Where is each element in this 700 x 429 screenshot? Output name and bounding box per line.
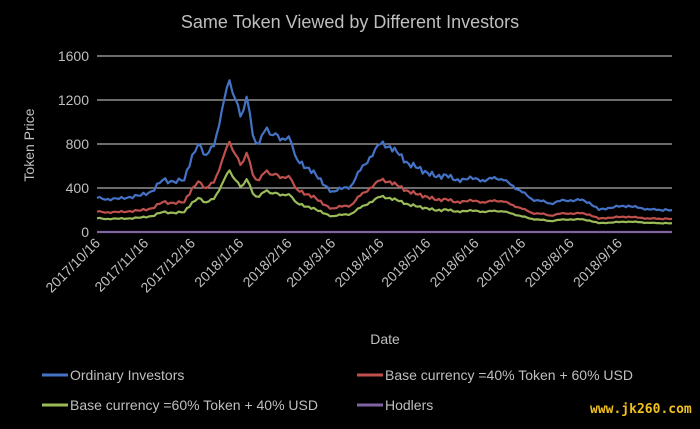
legend-label: Hodlers [385,397,433,413]
x-axis-label: Date [370,331,400,347]
y-tick-label: 800 [66,136,90,152]
y-tick-label: 1200 [58,92,89,108]
series-line-2 [96,169,673,225]
y-axis-label: Token Price [21,108,37,181]
legend-label: Base currency =40% Token + 60% USD [385,367,633,383]
x-tick-label: 2018/5/16 [378,235,434,291]
x-tick-label: 2018/9/16 [570,235,626,291]
x-tick-label: 2018/6/16 [426,235,482,291]
x-tick-label: 2018/8/16 [521,235,577,291]
series-layer [96,79,673,234]
legend-label: Base currency =60% Token + 40% USD [70,397,318,413]
series-line-1 [96,140,673,221]
chart-title: Same Token Viewed by Different Investors [181,12,519,32]
series-line-0 [96,79,673,212]
legend: Ordinary Investors Base currency =40% Tok… [42,367,633,413]
x-tick-label: 2018/4/16 [331,235,387,291]
x-tick-label: 2018/1/16 [191,235,247,291]
y-tick-label: 0 [81,224,89,240]
y-tick-label: 400 [66,180,90,196]
watermark-text: www.jk260.com [590,402,692,417]
legend-label: Ordinary Investors [70,367,184,383]
x-tick-labels: 2017/10/162017/11/162017/12/162018/1/162… [42,235,625,296]
y-tick-label: 1600 [58,48,89,64]
x-tick-label: 2018/7/16 [473,235,529,291]
y-tick-labels: 0 400 800 1200 1600 [58,48,89,240]
